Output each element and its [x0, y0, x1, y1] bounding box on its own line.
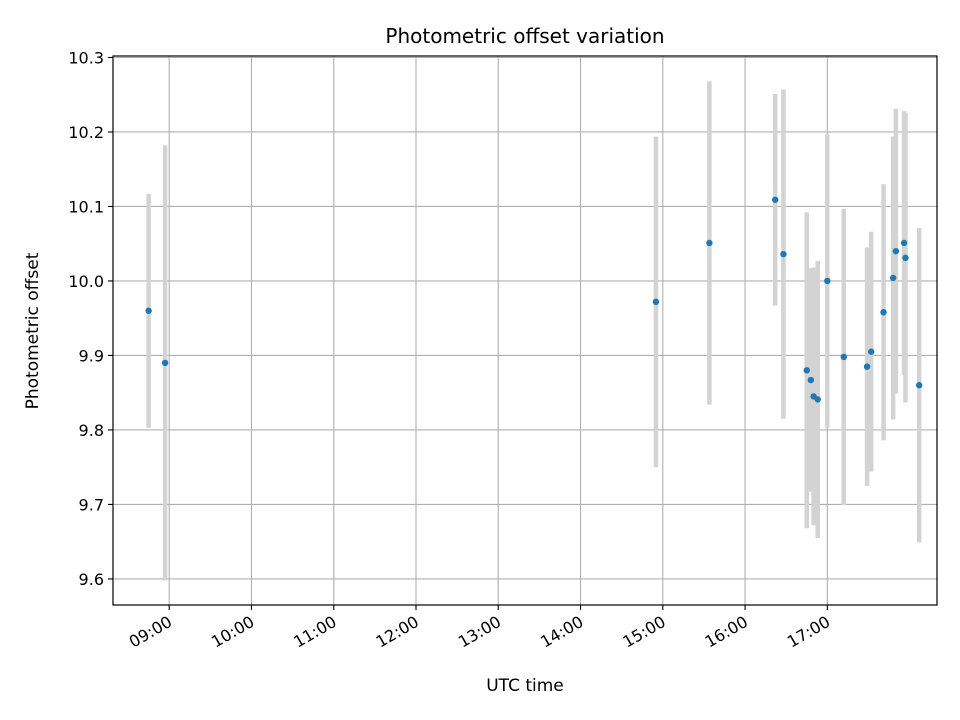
x-axis-title: UTC time — [486, 676, 564, 696]
data-point — [824, 277, 831, 285]
data-points — [145, 196, 923, 403]
y-tick-label: 10.3 — [68, 48, 104, 67]
data-point — [902, 254, 909, 262]
data-point — [915, 382, 923, 389]
data-point — [889, 274, 897, 282]
data-point — [863, 363, 871, 370]
data-point — [772, 196, 779, 203]
data-point — [814, 396, 821, 403]
data-point — [867, 348, 875, 355]
y-tick-label: 9.9 — [79, 346, 104, 365]
data-point — [880, 309, 887, 316]
data-point — [652, 298, 660, 306]
plot-frame — [112, 55, 938, 606]
y-tick-label: 10.0 — [68, 272, 104, 291]
data-point — [840, 353, 847, 361]
data-point — [780, 250, 787, 258]
data-point — [892, 247, 900, 255]
data-point — [803, 367, 810, 374]
data-point — [706, 239, 713, 247]
y-tick-label: 9.7 — [79, 495, 104, 514]
chart-title: Photometric offset variation — [385, 24, 664, 48]
y-tick-label: 9.6 — [79, 570, 104, 589]
data-point — [900, 239, 908, 247]
y-axis: 9.6 9.7 9.8 9.9 10.0 10.1 10.2 10.3 — [68, 48, 113, 589]
y-tick-label: 10.2 — [68, 123, 104, 142]
y-tick-label: 10.1 — [68, 197, 104, 216]
data-point — [161, 359, 169, 367]
y-axis-title: Photometric offset — [23, 252, 43, 409]
data-point — [807, 376, 815, 384]
data-point — [145, 307, 152, 314]
y-tick-label: 9.8 — [79, 421, 104, 440]
